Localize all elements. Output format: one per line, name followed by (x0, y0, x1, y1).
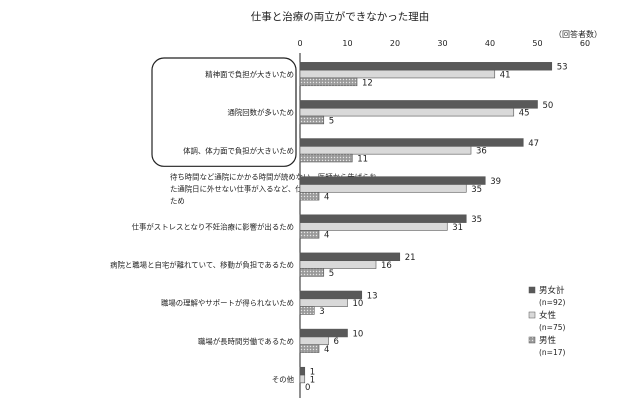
x-tick-label: 50 (532, 39, 542, 48)
legend-label: 女性 (539, 310, 557, 321)
category-label: その他 (272, 375, 295, 384)
bar-male (299, 268, 325, 277)
category-label: 通院回数が多いため (227, 108, 294, 117)
bar-female (299, 146, 472, 155)
data-label: 0 (305, 383, 310, 393)
data-label: 31 (452, 223, 463, 233)
bar-male (299, 153, 353, 163)
x-tick-label: 10 (342, 39, 352, 48)
bar-female (299, 336, 329, 346)
data-label: 53 (557, 63, 568, 73)
category-label: 仕事がストレスとなり不妊治療に影響が出るため (132, 223, 294, 232)
axis-unit-label: （回答者数） (554, 29, 602, 39)
data-label: 35 (471, 185, 482, 195)
category-label: た通院日に外せない仕事が入るなど、仕事の日程調整が難しい (170, 184, 377, 193)
bar-female (299, 69, 496, 79)
bar-female (299, 107, 515, 117)
bar-female (299, 298, 348, 307)
bar-total (299, 100, 538, 109)
bar-total (299, 366, 306, 376)
x-tick-label: 60 (580, 39, 590, 48)
data-label: 4 (324, 231, 329, 241)
x-tick-label: 30 (437, 39, 447, 48)
bar-male (299, 115, 325, 125)
bar-male (299, 77, 358, 87)
data-label: 41 (500, 70, 511, 80)
x-tick-label: 40 (485, 39, 495, 48)
x-tick-label: 20 (390, 39, 400, 48)
highlight-frame (151, 57, 297, 167)
legend-swatch (528, 336, 536, 344)
legend-n-label: (n=17) (539, 348, 566, 357)
legend-label: 男女計 (539, 285, 565, 296)
x-tick-label: 0 (297, 39, 302, 48)
data-label: 10 (353, 329, 364, 339)
data-label: 4 (324, 193, 329, 203)
data-label: 10 (353, 299, 364, 309)
data-label: 21 (405, 253, 416, 263)
data-label: 4 (324, 345, 329, 355)
data-label: 47 (528, 139, 539, 149)
bar-male (299, 306, 315, 315)
legend-n-label: (n=75) (539, 323, 566, 332)
bar-male (299, 230, 320, 239)
bar-male (299, 344, 320, 353)
legend-n-label: (n=92) (539, 298, 566, 307)
bar-total (299, 214, 467, 223)
bar-female (299, 222, 448, 231)
data-label: 13 (367, 291, 378, 301)
data-label: 6 (334, 337, 339, 347)
legend-swatch (528, 286, 536, 294)
category-label: 職場が長時間労働であるため (198, 337, 294, 346)
data-label: 1 (310, 368, 315, 378)
category-label: 待ち時間など通院にかかる時間が読めない、医師から告げられ (170, 172, 378, 181)
category-label: ため (170, 196, 185, 205)
bar-total (299, 62, 553, 71)
legend-label: 男性 (539, 335, 557, 346)
data-label: 35 (471, 215, 482, 225)
category-label: 精神面で負担が大きいため (205, 70, 294, 79)
bar-female (299, 184, 467, 193)
data-label: 16 (381, 261, 392, 271)
bar-total (299, 138, 524, 147)
category-label: 病院と職場と自宅が離れていて、移動が負担であるため (110, 261, 294, 270)
legend-swatch (528, 311, 536, 319)
bar-female (299, 374, 306, 384)
data-label: 5 (329, 269, 334, 279)
bar-female (299, 260, 377, 269)
bar-male (299, 191, 320, 201)
data-label: 45 (519, 109, 530, 119)
bar-total (299, 176, 486, 185)
data-label: 1 (310, 375, 315, 385)
data-label: 3 (319, 307, 324, 317)
bar-total (299, 328, 348, 338)
chart-title: 仕事と治療の両立ができなかった理由 (251, 10, 430, 23)
data-label: 36 (476, 147, 487, 157)
category-label: 体調、体力面で負担が大きいため (183, 146, 294, 155)
data-label: 11 (357, 154, 368, 164)
category-label: 職場の理解やサポートが得られないため (161, 299, 294, 308)
data-label: 39 (490, 177, 501, 187)
bar-total (299, 252, 401, 262)
bar-total (299, 290, 363, 300)
data-label: 5 (329, 116, 334, 126)
data-label: 50 (543, 101, 554, 111)
data-label: 12 (362, 78, 373, 88)
